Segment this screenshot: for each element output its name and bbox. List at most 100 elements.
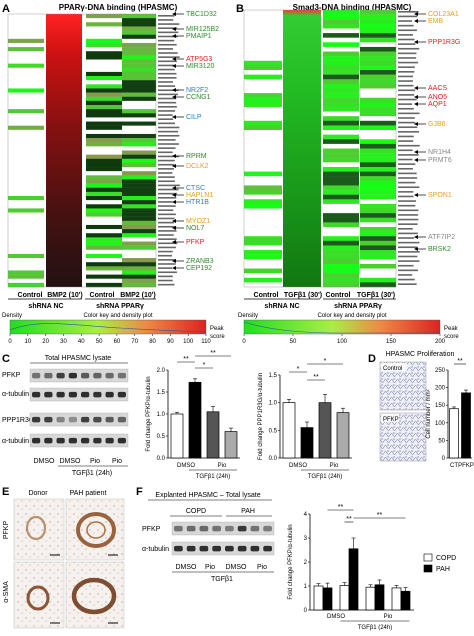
panel-d: D HPASMC Proliferation Control PFKP 0 50 1… xyxy=(368,351,474,469)
y-tick-label: 50 xyxy=(438,438,445,444)
panel-b-col-label-1: Control xyxy=(254,292,279,299)
panel-a-key-score: score xyxy=(210,334,225,340)
y-tick-label: 3 xyxy=(304,536,308,542)
micrograph-label-pfkp: PFKP xyxy=(383,417,399,423)
gene-label-a-htr1b: HTR1B xyxy=(186,199,209,206)
bar xyxy=(400,590,411,611)
panel-a-letter: A xyxy=(2,3,10,15)
blot-f-pfkp-strip xyxy=(171,521,275,536)
x-tick-label: Pio xyxy=(330,463,339,469)
key-tick: 0 xyxy=(242,339,246,345)
blot-band xyxy=(32,372,41,379)
gene-label-a-nr2f2: NR2F2 xyxy=(186,87,208,94)
blot-c-ppp1r3g-strip xyxy=(29,412,129,427)
panel-b-key-density: Density xyxy=(238,313,258,319)
panel-a-col-label-4: BMP2 (10') xyxy=(120,292,156,299)
panel-a-key-title: Color key and density plot xyxy=(83,313,152,319)
panel-b-group-label-2: shRNA PPARγ xyxy=(334,303,382,310)
blot-f-group-copd: COPD xyxy=(186,508,206,515)
panel-d-letter: D xyxy=(368,353,376,365)
blot-band xyxy=(250,545,260,552)
significance-mark: ** xyxy=(210,350,216,357)
y-tick-label: 0.0 xyxy=(269,456,278,462)
blot-c-row-pfkp: PFKP xyxy=(2,372,21,379)
blot-band xyxy=(105,391,114,398)
bar xyxy=(348,548,359,611)
blot-c-row-tubulin-1: α-tubulin xyxy=(2,391,29,398)
gene-label-b-gjb6: GJB6 xyxy=(428,121,446,128)
blot-band xyxy=(44,437,53,444)
significance-mark: ** xyxy=(377,512,383,519)
blot-band xyxy=(250,525,260,532)
blot-c-lane-2: DMSO xyxy=(60,458,82,465)
panel-d-title: HPASMC Proliferation xyxy=(386,351,455,358)
key-tick: 0 xyxy=(8,339,12,345)
blot-c-row-tubulin-2: α-tubulin xyxy=(2,438,29,445)
blot-band xyxy=(81,437,90,444)
key-tick: 50 xyxy=(96,339,103,345)
blot-band xyxy=(93,437,102,444)
chart-d-proliferation: 0 50 100 150 200 250 Cell number / mm² ** CT PFKP xyxy=(426,358,474,469)
gene-label-a-myoz1: MYOZ1 xyxy=(186,218,210,225)
panel-c-blot-title: Total HPASMC lysate xyxy=(45,355,111,362)
blot-band xyxy=(44,391,53,398)
gene-label-a-pmaip1: PMAIP1 xyxy=(186,33,212,40)
panel-e-col-donor: Donor xyxy=(28,490,48,497)
key-tick: 50 xyxy=(290,339,297,345)
blot-band xyxy=(225,525,234,532)
gene-label-b-aacs: AACS xyxy=(428,85,447,92)
significance-mark: ** xyxy=(338,504,344,511)
panel-b-key-title: Color key and density plot xyxy=(317,313,386,319)
gene-label-a-zranb3: ZRANB3 xyxy=(186,258,214,265)
key-tick: 80 xyxy=(149,339,156,345)
panel-b-col-label-3: Control xyxy=(326,292,351,299)
y-tick-label: 150 xyxy=(435,403,446,409)
y-tick-label: 1.5 xyxy=(269,373,278,379)
legend-swatch xyxy=(423,553,433,562)
panel-a-col-label-3: Control xyxy=(90,292,115,299)
x-tick-label: DMSO xyxy=(289,463,307,469)
bar xyxy=(339,585,350,611)
bar xyxy=(365,586,376,611)
blot-band xyxy=(32,391,41,398)
gene-label-b-aqp1: AQP1 xyxy=(428,101,447,108)
key-tick: 60 xyxy=(114,339,121,345)
key-tick: 110 xyxy=(201,339,211,345)
blot-band xyxy=(81,372,90,379)
blot-f-treatment: TGFβ1 xyxy=(211,576,233,583)
blot-band xyxy=(263,525,272,532)
blot-f-tubulin-strip xyxy=(171,541,275,556)
blot-band xyxy=(56,416,65,423)
blot-band xyxy=(44,416,53,423)
y-axis-label: Fold change PFKP/α-tubulin xyxy=(288,524,294,599)
blot-f-lane-3: DMSO xyxy=(226,564,248,571)
blot-band xyxy=(68,372,77,379)
blot-f-row-pfkp: PFKP xyxy=(142,526,161,533)
x-group-label: TGFβ1 (24h) xyxy=(308,474,342,480)
blot-f-lane-2: Pio xyxy=(205,564,215,571)
gene-label-a-rprm: RPRM xyxy=(186,153,207,160)
blot-band xyxy=(56,437,65,444)
panel-a-key-peak: Peak xyxy=(210,326,225,332)
significance-mark: ** xyxy=(346,516,352,523)
panel-f-blot-title: Explanted HPASMC – Total lysate xyxy=(155,492,260,499)
blot-f-lane-4: Pio xyxy=(257,564,267,571)
panel-b-col-label-4: TGFβ1 (30') xyxy=(357,292,395,299)
panel-e-row-pfkp: PFKP xyxy=(3,521,10,540)
blot-f-row-tubulin: α-tubulin xyxy=(142,546,169,553)
y-tick-label: 200 xyxy=(435,386,446,392)
legend-label-copd: COPD xyxy=(436,555,456,562)
gene-label-b-ano5: ANO5 xyxy=(428,94,447,101)
bar xyxy=(461,392,471,459)
gene-label-b-atf7ip2: ATF7IP2 xyxy=(428,234,455,241)
blot-band xyxy=(68,437,77,444)
bar xyxy=(322,587,333,611)
gene-label-a-mir3120: MIR3120 xyxy=(186,63,215,70)
gene-label-b-col23a1: COL23A1 xyxy=(428,11,459,18)
blot-band xyxy=(105,416,114,423)
heatmap-a: TBC1D32MIR125B2PMAIP1ATP5G3MIR3120NR2F2C… xyxy=(7,11,219,288)
western-blot-c xyxy=(29,368,129,448)
